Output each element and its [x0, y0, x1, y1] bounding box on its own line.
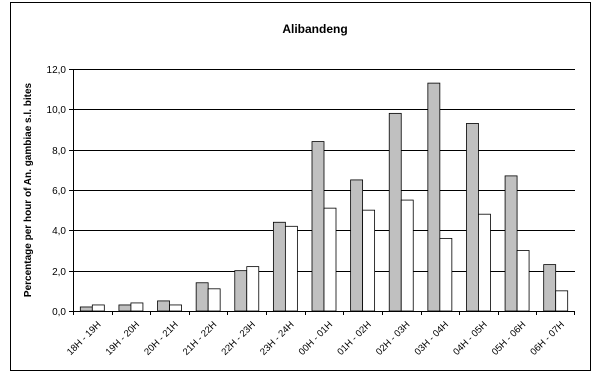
bar-series — [79, 82, 569, 312]
bar-series2 — [91, 304, 105, 312]
bar-series1 — [350, 179, 364, 312]
bar-series2 — [284, 225, 298, 312]
bar-series1 — [388, 112, 402, 312]
bar-series1 — [234, 270, 248, 312]
y-tick-label: 2,0 — [52, 267, 66, 278]
y-tick-label: 0,0 — [52, 307, 66, 318]
bar-series2 — [362, 209, 376, 312]
bar-series1 — [272, 221, 286, 312]
chart-title: Alibandeng — [282, 22, 347, 36]
y-axis-label: Percentage per hour of An. gambiae s.l. … — [23, 83, 34, 298]
y-tick-label: 12,0 — [47, 65, 67, 76]
y-tick-label: 4,0 — [52, 226, 66, 237]
bar-series1 — [504, 175, 518, 312]
bar-series1 — [118, 304, 132, 312]
bar-series1 — [427, 82, 441, 312]
bar-series1 — [157, 300, 170, 312]
bar-series2 — [400, 199, 414, 312]
bar-series2 — [207, 288, 221, 312]
chart-border — [10, 2, 591, 371]
bar-series2 — [478, 213, 491, 312]
bar-series2 — [555, 290, 569, 312]
bar-series1 — [195, 282, 209, 312]
bar-series2 — [439, 237, 453, 312]
bar-series1 — [466, 123, 479, 312]
bar-series2 — [323, 207, 337, 312]
bar-series1 — [79, 306, 93, 312]
bar-series2 — [130, 302, 144, 312]
y-tick-labels: 0,0 2,0 4,0 6,0 8,0 10,0 12,0 — [47, 65, 67, 318]
bar-series1 — [311, 141, 325, 312]
bar-series2 — [169, 304, 182, 312]
bar-series1 — [543, 264, 557, 312]
bar-series2 — [246, 266, 260, 312]
y-tick-label: 10,0 — [47, 105, 67, 116]
bar-series2 — [516, 250, 530, 312]
axes — [69, 69, 575, 315]
y-tick-label: 8,0 — [52, 146, 66, 157]
y-tick-label: 6,0 — [52, 186, 66, 197]
